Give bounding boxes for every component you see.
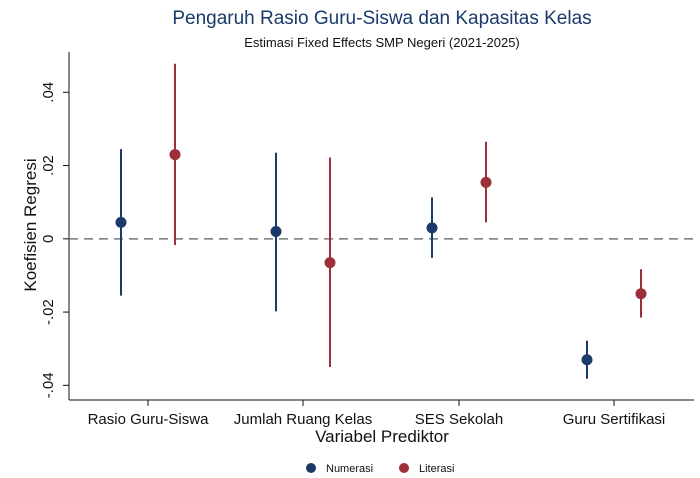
point-literasi	[635, 288, 647, 300]
legend-label-numerasi: Numerasi	[326, 463, 373, 475]
point-literasi	[480, 176, 492, 188]
point-numerasi	[115, 216, 127, 228]
legend: Numerasi Literasi	[306, 463, 454, 475]
point-numerasi	[270, 225, 282, 237]
legend-label-literasi: Literasi	[419, 463, 454, 475]
legend-marker-literasi	[399, 463, 409, 473]
point-literasi	[169, 149, 181, 161]
point-literasi	[324, 257, 336, 269]
chart-subtitle: Estimasi Fixed Effects SMP Negeri (2021-…	[244, 35, 520, 50]
y-tick-label: -.04	[40, 372, 57, 398]
y-tick-label: 0	[40, 235, 57, 243]
x-tick-label: Rasio Guru-Siswa	[88, 411, 210, 428]
y-tick-label: -.02	[40, 299, 57, 325]
chart-title: Pengaruh Rasio Guru-Siswa dan Kapasitas …	[172, 8, 591, 29]
y-tick-label: .02	[40, 155, 57, 176]
x-axis-title: Variabel Prediktor	[315, 427, 449, 446]
point-numerasi	[581, 354, 593, 366]
point-numerasi	[426, 222, 438, 234]
legend-marker-numerasi	[306, 463, 316, 473]
y-tick-label: .04	[40, 82, 57, 103]
x-tick-label: Jumlah Ruang Kelas	[234, 411, 372, 428]
plot-area: -.04 -.02 0 .02 .04 Rasio Guru-Siswa Jumlah Ru…	[40, 52, 694, 428]
y-axis-title: Koefisien Regresi	[21, 158, 40, 291]
x-tick-label: SES Sekolah	[415, 411, 503, 428]
x-tick-label: Guru Sertifikasi	[563, 411, 666, 428]
